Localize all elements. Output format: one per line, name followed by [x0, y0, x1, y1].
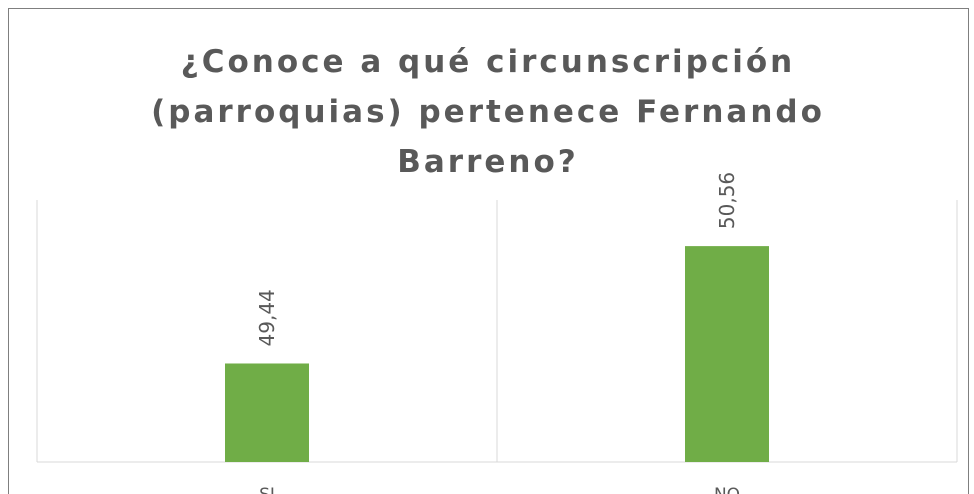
bar [685, 246, 769, 462]
bar [225, 363, 309, 462]
data-label: 49,44 [255, 289, 279, 346]
chart-frame [8, 8, 969, 494]
x-tick-label: NO [714, 485, 740, 494]
chart-title: ¿Conoce a qué circunscripción (parroquias… [151, 44, 825, 180]
x-tick-label: SI [259, 485, 275, 494]
data-label: 50,56 [715, 172, 739, 229]
